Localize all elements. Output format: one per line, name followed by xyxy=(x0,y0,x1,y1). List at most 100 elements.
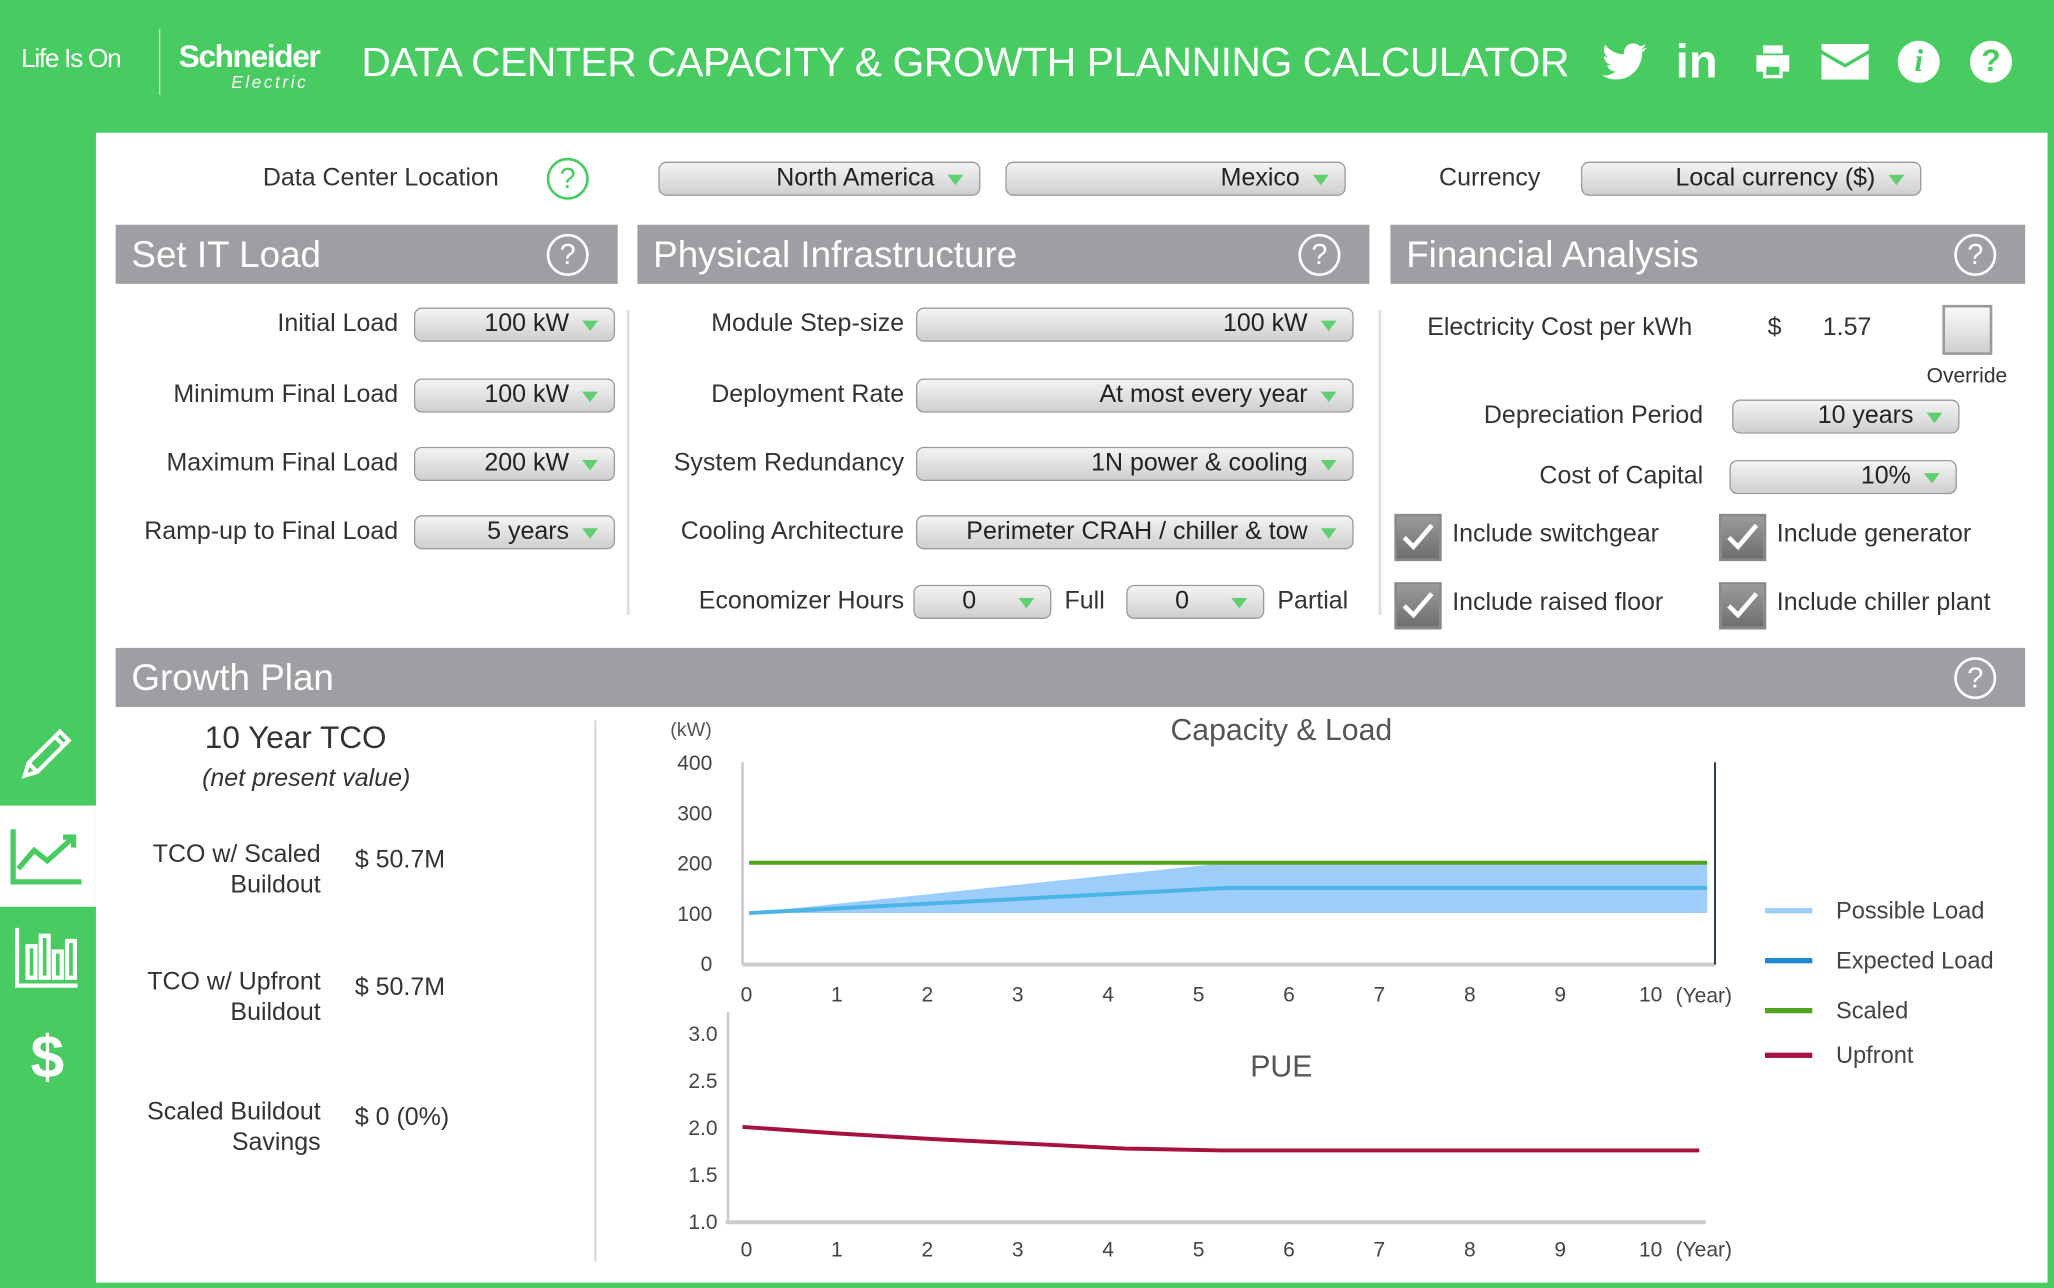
checkmark-icon xyxy=(1402,523,1434,551)
override-label: Override xyxy=(1926,365,2008,388)
physical-label: Cooling Architecture xyxy=(680,517,905,546)
currency-select[interactable]: Local currency ($) xyxy=(1580,161,1922,196)
linkedin-icon[interactable]: in xyxy=(1675,34,1718,89)
depreciation-select[interactable]: 10 years xyxy=(1732,399,1960,434)
pue-upfront-line xyxy=(742,1124,1700,1153)
logo-divider xyxy=(159,28,161,95)
tco-row-label: Savings xyxy=(231,1128,321,1157)
location-label: Data Center Location xyxy=(262,164,499,192)
x-tick-label: 7 xyxy=(1374,1238,1386,1261)
country-select[interactable]: Mexico xyxy=(1005,161,1346,196)
print-icon[interactable] xyxy=(1748,37,1798,87)
region-select[interactable]: North America xyxy=(658,161,981,196)
app-title: DATA CENTER CAPACITY & GROWTH PLANNING C… xyxy=(361,39,1570,86)
edit-icon[interactable] xyxy=(11,716,85,790)
legend-swatch xyxy=(1764,958,1813,964)
economizer-full-select[interactable]: 0 xyxy=(913,584,1052,619)
include-checkbox[interactable] xyxy=(1718,582,1767,630)
it-load-select[interactable]: 100 kW xyxy=(413,378,616,413)
logo-sub: Electric xyxy=(231,72,309,92)
electricity-cost-label: Electricity Cost per kWh xyxy=(1427,314,1693,342)
divider xyxy=(1378,310,1382,616)
electricity-cost-value[interactable]: 1.57 xyxy=(1822,314,1872,342)
legend-swatch xyxy=(1764,1052,1813,1058)
growth-header: Growth Plan xyxy=(115,647,2026,708)
physical-select[interactable]: 1N power & cooling xyxy=(915,446,1354,481)
physical-select[interactable]: 100 kW xyxy=(915,307,1354,342)
legend-label: Scaled xyxy=(1836,999,1908,1025)
x-tick-label: 3 xyxy=(1012,983,1024,1006)
x-tick-label: 8 xyxy=(1464,983,1476,1006)
growth-help-icon[interactable]: ? xyxy=(1954,657,1997,700)
include-checkbox[interactable] xyxy=(1394,582,1442,630)
physical-select[interactable]: At most every year xyxy=(915,378,1354,413)
tco-row-label: Scaled Buildout xyxy=(147,1098,321,1127)
y-tick-label: 200 xyxy=(677,853,712,876)
it-load-select[interactable]: 5 years xyxy=(413,515,616,550)
dollar-icon[interactable]: $ xyxy=(30,1022,65,1091)
tco-title: 10 Year TCO xyxy=(204,720,387,756)
y-tick-label: 1.5 xyxy=(688,1164,717,1187)
x-tick-label: 6 xyxy=(1283,1238,1295,1261)
include-checkbox[interactable] xyxy=(1718,513,1767,562)
info-icon[interactable]: i xyxy=(1894,37,1944,87)
divider xyxy=(626,310,630,616)
y-tick-label: 100 xyxy=(677,903,712,926)
x-tick-label: 4 xyxy=(1102,1238,1114,1261)
tco-row-value: $ 50.7M xyxy=(354,846,446,874)
cost-of-capital-select[interactable]: 10% xyxy=(1729,459,1957,495)
y-tick-label: 2.0 xyxy=(688,1117,717,1140)
electricity-currency: $ xyxy=(1767,314,1782,342)
financial-help-icon[interactable]: ? xyxy=(1954,233,1997,276)
chart-title: PUE xyxy=(1250,1050,1312,1083)
financial-header: Financial Analysis xyxy=(1390,224,2026,284)
x-tick-label: 2 xyxy=(921,1238,933,1261)
growth-icon[interactable] xyxy=(10,819,85,893)
x-tick-label: 8 xyxy=(1464,1238,1476,1261)
it-load-help-icon[interactable]: ? xyxy=(546,233,589,276)
x-tick-label: 4 xyxy=(1102,983,1114,1006)
it-load-header: Set IT Load xyxy=(115,224,618,284)
legend-swatch xyxy=(1764,1007,1813,1014)
sidebar-active-tab[interactable] xyxy=(0,805,96,907)
logo-brand: Schneider xyxy=(178,39,321,75)
physical-header: Physical Infrastructure xyxy=(637,224,1370,284)
twitter-icon[interactable] xyxy=(1599,37,1649,87)
include-label: Include chiller plant xyxy=(1776,588,1991,617)
physical-help-icon[interactable]: ? xyxy=(1298,233,1341,276)
y-tick-label: 1.0 xyxy=(688,1211,717,1234)
economizer-label: Economizer Hours xyxy=(698,587,905,616)
it-load-select[interactable]: 200 kW xyxy=(413,446,616,481)
it-load-select[interactable]: 100 kW xyxy=(413,307,616,342)
physical-label: Deployment Rate xyxy=(711,381,905,409)
x-tick-label: 5 xyxy=(1193,1238,1205,1261)
physical-select[interactable]: Perimeter CRAH / chiller & tow xyxy=(915,515,1354,550)
checkmark-icon xyxy=(1727,592,1759,619)
physical-label: Module Step-size xyxy=(711,310,905,338)
x-tick-label: 0 xyxy=(741,983,753,1006)
help-icon[interactable]: ? xyxy=(1966,37,2016,87)
email-icon[interactable] xyxy=(1820,37,1870,87)
x-tick-label: 0 xyxy=(741,1238,753,1261)
bar-chart-icon[interactable] xyxy=(11,920,85,994)
include-label: Include switchgear xyxy=(1452,520,1660,549)
x-axis-label: (Year) xyxy=(1676,985,1732,1008)
tco-row-label: Buildout xyxy=(230,871,321,899)
physical-title: Physical Infrastructure xyxy=(653,233,1018,275)
location-help-icon[interactable]: ? xyxy=(546,157,589,200)
tco-row-value: $ 50.7M xyxy=(354,973,446,1002)
y-tick-label: 300 xyxy=(677,802,712,825)
financial-title: Financial Analysis xyxy=(1406,233,1699,275)
legend-label: Possible Load xyxy=(1836,899,1985,925)
economizer-partial-select[interactable]: 0 xyxy=(1126,584,1265,619)
x-tick-label: 10 xyxy=(1639,1238,1662,1261)
x-tick-label: 9 xyxy=(1554,1238,1566,1261)
x-tick-label: 1 xyxy=(831,983,843,1006)
x-tick-label: 3 xyxy=(1012,1238,1024,1261)
it-load-label: Initial Load xyxy=(277,310,399,338)
economizer-full-label: Full xyxy=(1064,587,1105,616)
include-checkbox[interactable] xyxy=(1394,513,1442,562)
override-checkbox[interactable] xyxy=(1942,304,1993,355)
currency-label: Currency xyxy=(1439,164,1541,192)
